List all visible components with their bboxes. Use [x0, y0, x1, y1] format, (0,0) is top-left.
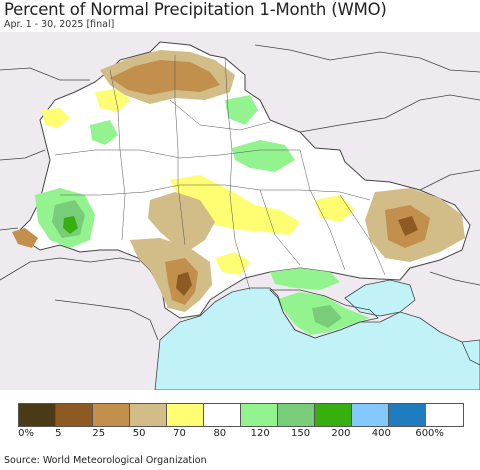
legend-tick-label: 70 [173, 428, 186, 439]
zone-50-70-center [148, 192, 215, 250]
zone-200-400-west [63, 216, 78, 234]
zone-25-50-west [12, 228, 38, 248]
legend-swatch [315, 404, 352, 426]
map-svg [0, 32, 480, 390]
zone-70-80-west [42, 108, 70, 128]
legend-tick-label: 5 [55, 428, 62, 439]
legend-tick-label: 400 [371, 428, 391, 439]
zone-120-150-north [90, 120, 118, 145]
legend-tick-label: 150 [290, 428, 311, 439]
legend-tick-label: 0% [18, 428, 34, 439]
map-title: Percent of Normal Precipitation 1-Month … [4, 0, 387, 19]
zone-5-25-east [398, 216, 418, 236]
legend-swatch [389, 404, 426, 426]
zone-70-80-north [95, 88, 130, 112]
zone-25-50-north [110, 60, 220, 95]
zone-120-150-east [232, 140, 295, 172]
legend-swatch [130, 404, 167, 426]
zone-5-25-southwest [176, 272, 192, 296]
legend-swatch [278, 404, 315, 426]
legend-swatch [19, 404, 56, 426]
zone-70-80-east [315, 195, 355, 222]
legend-tick-label: 50 [132, 428, 146, 439]
legend-swatch [241, 404, 278, 426]
neighbor-borders [0, 44, 480, 366]
legend-tick-label: 200 [331, 428, 351, 439]
sea-of-azov [344, 279, 416, 317]
zone-150-200-crimea [312, 305, 342, 328]
legend-swatch [167, 404, 204, 426]
zone-70-80-center [170, 175, 300, 235]
zone-120-150-south [270, 268, 340, 290]
legend-swatch [56, 404, 93, 426]
legend-tick-label: 25 [92, 428, 106, 439]
zone-120-150-northeast [225, 95, 258, 125]
legend-tick-labels: 0% 5 25 50 70 80 120 150 200 400 600% [18, 428, 478, 442]
legend-tick-label: 80 [213, 428, 227, 439]
crimea-outline [269, 289, 379, 339]
legend-swatch [352, 404, 389, 426]
oblast-boundaries [54, 55, 386, 291]
source-credit: Source: World Meteorological Organizatio… [4, 455, 207, 466]
legend-swatch [93, 404, 130, 426]
map-subtitle: Apr. 1 - 30, 2025 [final] [4, 19, 115, 30]
legend-tick-label: 120 [250, 428, 270, 439]
legend-color-bar [18, 403, 464, 427]
legend-swatch [204, 404, 241, 426]
zone-70-80-south [215, 252, 250, 275]
precipitation-map [0, 32, 480, 390]
legend-tick-label: 600% [415, 428, 444, 439]
